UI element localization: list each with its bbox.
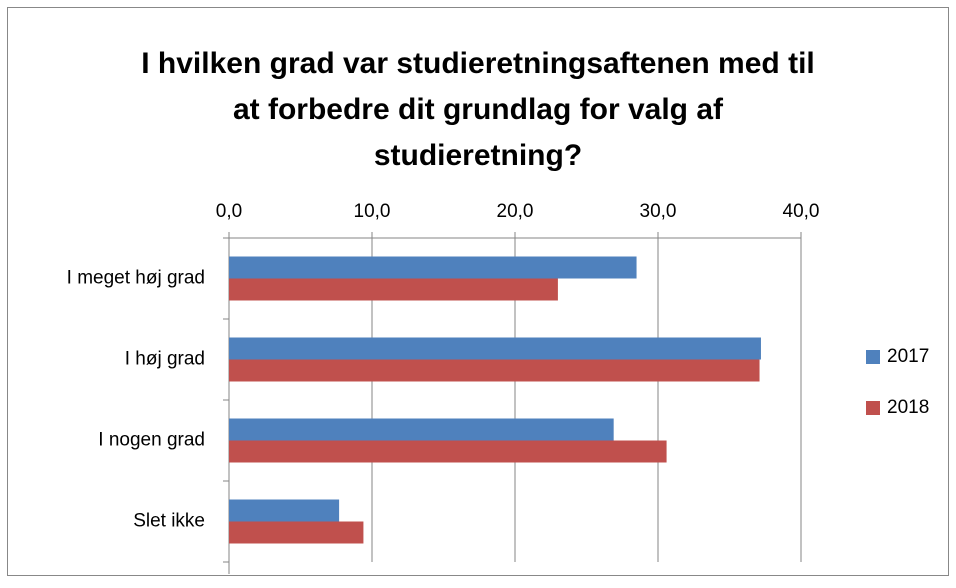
- chart-title: at forbedre dit grundlag for valg af: [233, 93, 724, 126]
- bar: [229, 499, 340, 522]
- y-tick-label: I høj grad: [125, 349, 205, 370]
- x-tick-label: 20,0: [497, 201, 534, 222]
- bar: [229, 440, 667, 463]
- y-tick-label: Slet ikke: [133, 511, 205, 532]
- chart-title: studieretning?: [374, 139, 582, 172]
- bar: [229, 521, 364, 544]
- bar: [229, 337, 761, 360]
- legend-swatch: [866, 350, 880, 364]
- bar: [229, 256, 637, 279]
- x-tick-label: 10,0: [354, 201, 391, 222]
- y-tick-label: I nogen grad: [98, 430, 205, 451]
- legend-swatch: [866, 401, 880, 415]
- legend-label: 2018: [887, 397, 929, 418]
- bar: [229, 278, 558, 301]
- x-tick-label: 40,0: [783, 201, 820, 222]
- legend-label: 2017: [887, 346, 929, 367]
- bar: [229, 359, 760, 382]
- chart-title: I hvilken grad var studieretningsaftenen…: [141, 47, 815, 80]
- x-tick-label: 30,0: [640, 201, 677, 222]
- bar: [229, 418, 614, 441]
- x-tick-label: 0,0: [216, 201, 242, 222]
- y-tick-label: I meget høj grad: [67, 268, 205, 289]
